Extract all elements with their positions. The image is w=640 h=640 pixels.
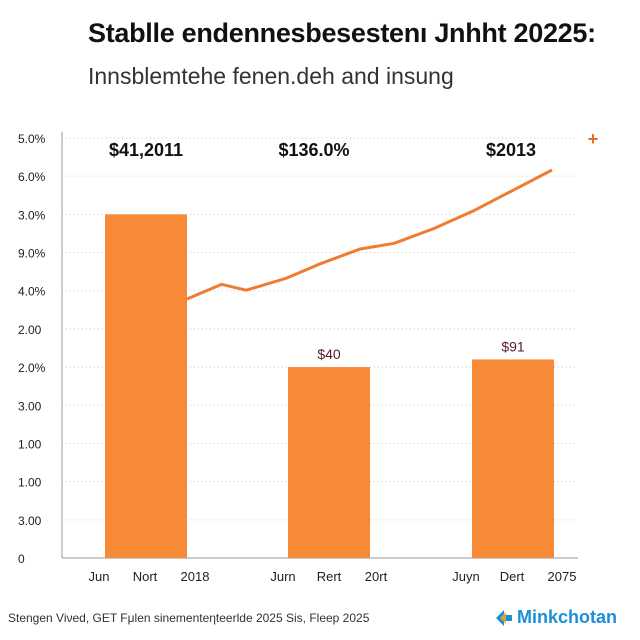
top-value-label: $2013	[486, 140, 536, 160]
trend-line-group: +	[186, 129, 599, 301]
x-tick-label: Jurn	[270, 569, 295, 584]
top-value-label: $136.0%	[278, 140, 349, 160]
y-tick-label: 2.0%	[18, 361, 46, 375]
chart-canvas: 5.0% 6.0% 3.0% 9.0% 4.0% 2.00 2.0% 3.00 1.00 1.00…	[18, 129, 599, 584]
x-tick-label: Rert	[317, 569, 342, 584]
plus-marker: +	[588, 129, 599, 149]
chart-title: Stablle endennesbesestenı Jnhht 20225:	[88, 18, 596, 48]
bar	[288, 367, 370, 558]
bar	[105, 214, 187, 558]
y-tick-label: 3.00	[18, 399, 42, 413]
y-tick-label: 6.0%	[18, 170, 46, 184]
brand-logo-icon	[496, 609, 512, 626]
y-tick-label: 2.00	[18, 323, 42, 337]
y-tick-label: 9.0%	[18, 247, 46, 261]
x-tick-label: Nort	[133, 569, 158, 584]
x-tick-label: 2018	[181, 569, 210, 584]
x-axis-ticks: Jun Nort 2018 Jurn Rert 20rt Juyn Dert 2075	[89, 569, 577, 584]
chart-subtitle: Innsblemtehe fenen.deh and insung	[88, 63, 454, 89]
source-note: Stengen Viνed, GET Fμlen sinementeηteerl…	[8, 611, 370, 625]
top-value-label: $41,2011	[109, 140, 183, 160]
y-tick-label: 3.00	[18, 514, 42, 528]
x-tick-label: 2075	[548, 569, 577, 584]
y-axis-ticks: 5.0% 6.0% 3.0% 9.0% 4.0% 2.00 2.0% 3.00 1.00 1.00…	[18, 132, 46, 566]
bar	[472, 359, 554, 558]
y-tick-label: 4.0%	[18, 285, 46, 299]
data-labels: $40 $91 $41,2011 $136.0% $2013	[109, 140, 536, 362]
x-tick-label: Juyn	[452, 569, 479, 584]
y-tick-label: 3.0%	[18, 208, 46, 222]
x-tick-label: Dert	[500, 569, 525, 584]
y-tick-label: 0	[18, 552, 25, 566]
x-tick-label: Jun	[89, 569, 110, 584]
brand-logo: Minkchotan	[494, 607, 617, 628]
y-tick-label: 5.0%	[18, 132, 46, 146]
trend-line	[186, 168, 553, 301]
y-tick-label: 1.00	[18, 476, 42, 490]
bar-value-label: $40	[317, 346, 341, 362]
brand-name: Minkchotan	[517, 607, 618, 627]
bars	[105, 214, 554, 558]
bar-value-label: $91	[501, 338, 525, 354]
y-tick-label: 1.00	[18, 437, 42, 451]
x-tick-label: 20rt	[365, 569, 388, 584]
